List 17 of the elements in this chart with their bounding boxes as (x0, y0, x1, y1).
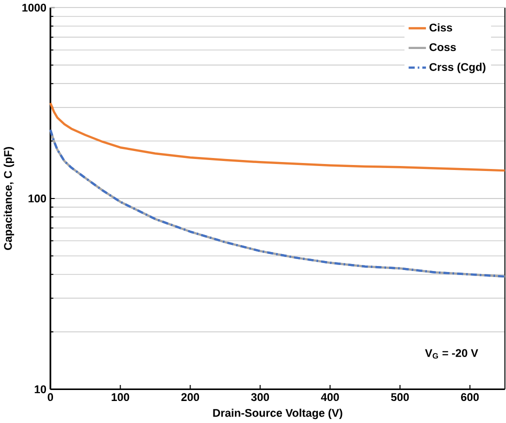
x-tick-label: 0 (48, 393, 54, 402)
x-tick-label: 400 (320, 393, 339, 402)
y-tick-label: 100 (28, 194, 46, 202)
annotation: V$_{G}$ = -20 V (425, 349, 478, 359)
y-tick-label: 10 (34, 385, 46, 394)
legend-label: Crss (Cgd) (430, 62, 486, 74)
y-tick-label: 1000 (22, 4, 46, 12)
x-axis-title: Drain-Source Voltage (V) (213, 408, 342, 420)
x-tick-label: 200 (181, 393, 200, 402)
x-tick-label: 300 (251, 393, 269, 402)
legend-label: Coss (430, 43, 456, 52)
y-axis-title: Capacitance, C (pF) (4, 147, 14, 250)
x-tick-label: 100 (112, 393, 130, 402)
line-series (49, 102, 506, 172)
x-tick-label: 500 (391, 393, 409, 402)
x-tick-label: 600 (461, 393, 479, 402)
legend-label: Ciss (430, 23, 452, 32)
